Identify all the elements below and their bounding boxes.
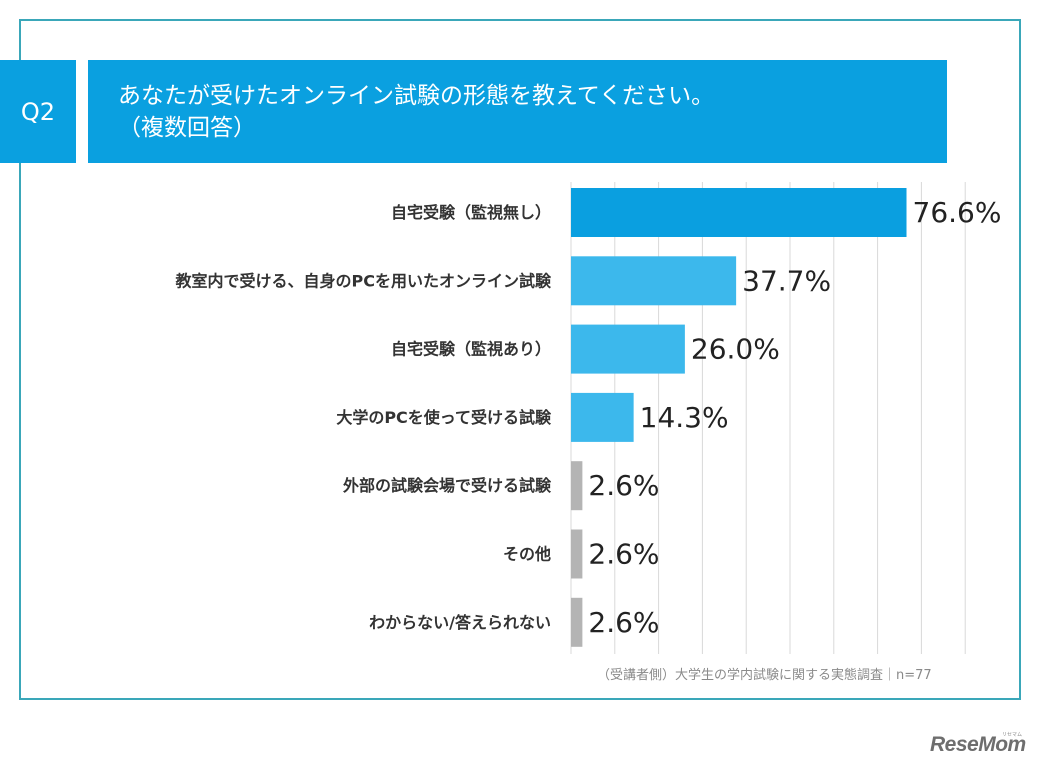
chart-frame (19, 19, 1021, 700)
source-note: （受講者側）大学生の学内試験に関する実態調査｜n=77 (597, 668, 932, 683)
value-label: 2.6% (588, 538, 659, 571)
value-label: 14.3% (640, 401, 729, 434)
title-line-1: あなたが受けたオンライン試験の形態を教えてください。 (118, 83, 715, 109)
category-label: その他 (503, 545, 551, 564)
resemom-logo-kana: リセマム (1002, 732, 1023, 738)
value-label: 2.6% (588, 606, 659, 639)
value-label: 76.6% (913, 196, 1002, 229)
bar (571, 597, 583, 647)
category-label: わからない/答えられない (369, 613, 551, 632)
bar (571, 188, 907, 237)
category-label: 大学のPCを使って受ける試験 (336, 408, 552, 427)
bar (571, 392, 634, 442)
bar (571, 324, 685, 374)
category-label: 外部の試験会場で受ける試験 (342, 476, 552, 495)
bar (571, 256, 737, 306)
resemom-logo: ReseMom (930, 733, 1026, 756)
value-label: 26.0% (691, 333, 780, 366)
category-label: 自宅受験（監視無し） (391, 203, 551, 222)
question-title: あなたが受けたオンライン試験の形態を教えてください。 （複数回答） (88, 60, 947, 163)
question-number: Q2 (20, 97, 56, 126)
value-label: 2.6% (588, 469, 659, 502)
title-line-2: （複数回答） (118, 115, 256, 141)
category-label: 教室内で受ける、自身のPCを用いたオンライン試験 (176, 271, 552, 290)
value-label: 37.7% (742, 264, 831, 297)
category-label: 自宅受験（監視あり） (391, 340, 551, 359)
bar (571, 529, 583, 579)
bar (571, 461, 583, 511)
question-label: Q2 (0, 60, 76, 163)
